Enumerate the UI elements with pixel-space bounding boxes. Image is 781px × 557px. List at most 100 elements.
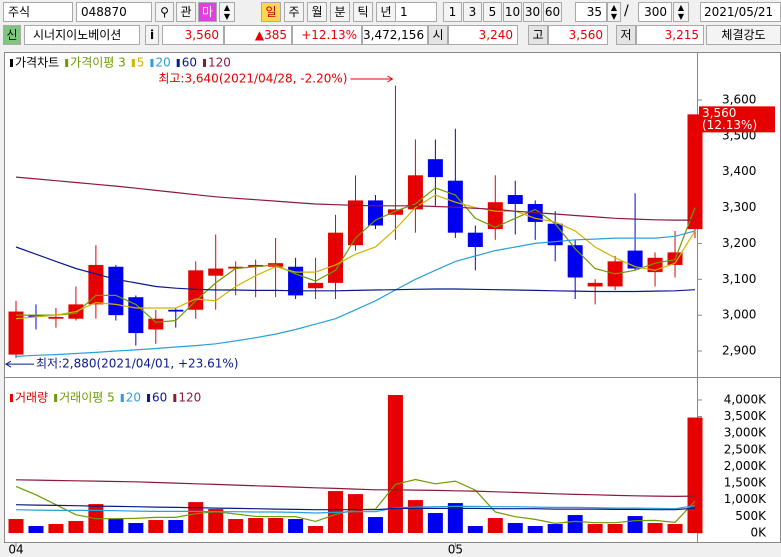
total-input[interactable]: 300	[638, 2, 672, 22]
volume-bar	[447, 503, 463, 533]
toolbar-button[interactable]: 5	[483, 2, 502, 22]
open-label: 시	[428, 25, 448, 45]
volume-bar	[348, 494, 363, 533]
volume-bar	[128, 523, 144, 533]
high: 3,560	[548, 25, 608, 45]
y-tick-label: 500K	[735, 509, 767, 523]
ma-line	[15, 230, 696, 357]
candle-body	[467, 232, 483, 248]
spinner[interactable]: ▲ ▼	[607, 2, 621, 22]
watch-button[interactable]: 관	[176, 2, 196, 22]
y-tick-label: 3,200	[722, 236, 756, 250]
y-tick-label: 3,000K	[724, 426, 767, 440]
legend-swatch	[10, 394, 13, 402]
y-tick-label: 3,000	[722, 308, 756, 322]
separator: /	[624, 3, 629, 19]
search-button[interactable]: ⚲	[155, 2, 174, 22]
candle-body	[48, 316, 64, 319]
toolbar-button[interactable]: 주	[284, 2, 304, 22]
volume-bar	[647, 523, 663, 533]
volume-bar	[8, 519, 24, 533]
date-input[interactable]: 2021/05/21	[700, 2, 781, 22]
ma-line	[15, 505, 696, 514]
volume-bar	[467, 526, 483, 533]
candle-body	[567, 245, 583, 278]
badge: 신	[3, 25, 21, 45]
candle-body	[128, 297, 144, 334]
legend-swatch	[65, 59, 69, 67]
ma-button[interactable]: 마	[198, 2, 217, 22]
candle-body	[367, 200, 383, 226]
candle-body	[28, 315, 44, 317]
legend-label: 60	[182, 56, 197, 70]
legend-swatch	[54, 394, 58, 402]
legend-swatch	[203, 59, 206, 67]
volume-bar	[527, 526, 543, 533]
toolbar-button[interactable]: 일	[261, 2, 281, 22]
ma-line	[16, 187, 696, 323]
spinner[interactable]: ▲ ▼	[673, 2, 689, 22]
x-tick-label: 04	[8, 543, 23, 557]
volume-bar	[48, 524, 64, 533]
legend-label: 거래량	[15, 391, 48, 405]
toolbar-button[interactable]: 년	[376, 2, 396, 22]
price: 3,560	[162, 25, 224, 45]
low-label: 저	[616, 25, 636, 45]
volume-bar	[168, 520, 184, 533]
stock-name: 시너지이노베이션	[24, 25, 140, 45]
code-input[interactable]: 048870	[76, 2, 152, 22]
toolbar-button[interactable]: 1	[443, 2, 462, 22]
legend-label: 20	[155, 56, 170, 70]
strength-button[interactable]: 체결강도	[706, 25, 781, 45]
info-button[interactable]: i	[145, 25, 159, 45]
y-tick-label: 3,400	[722, 164, 756, 178]
x-tick-label: 05	[448, 543, 463, 557]
toolbar-button[interactable]: 분	[330, 2, 350, 22]
volume-bar	[288, 519, 304, 533]
y-tick-label: 3,300	[722, 200, 756, 214]
ma-line	[15, 194, 696, 320]
candle-body	[687, 114, 703, 230]
candle-body	[387, 209, 403, 215]
legend-swatch	[10, 59, 13, 67]
toolbar-button[interactable]: 10	[503, 2, 522, 22]
legend-label: 가격차트	[15, 56, 59, 70]
toolbar-button[interactable]: 틱	[353, 2, 373, 22]
y-tick-label: 1,000K	[724, 492, 767, 506]
y-tick-label: 1,500K	[724, 476, 767, 490]
unit-select[interactable]: 1	[395, 2, 437, 22]
volume-bar	[308, 526, 324, 533]
count-input[interactable]: 35	[575, 2, 607, 22]
candle-body	[308, 282, 324, 289]
y-tick-label: 4,000K	[724, 392, 767, 406]
legend-label: 60	[152, 391, 167, 405]
volume-bar	[108, 519, 124, 533]
volume-bar	[407, 500, 423, 533]
legend-swatch	[150, 59, 154, 67]
legend-label: 20	[126, 391, 141, 405]
candle-body	[507, 195, 523, 204]
y-tick-label: 2,000K	[724, 459, 767, 473]
candle-body	[108, 266, 124, 316]
change: ▲385	[224, 25, 292, 45]
toolbar-button[interactable]: 3	[463, 2, 482, 22]
toolbar-button[interactable]: 60	[543, 2, 562, 22]
candle-body	[627, 250, 643, 269]
volume-bar	[687, 417, 703, 533]
ma-line	[15, 504, 696, 511]
open: 3,240	[448, 25, 518, 45]
market-select[interactable]: 주식	[3, 2, 73, 22]
toolbar-button[interactable]: 월	[307, 2, 327, 22]
legend-swatch	[173, 394, 177, 402]
volume-bar	[268, 518, 284, 533]
candle-body	[88, 264, 104, 305]
spinner[interactable]: ▲ ▼	[219, 2, 235, 22]
candle-body	[228, 266, 244, 269]
legend-label: 120	[208, 56, 231, 70]
volume-bar	[28, 526, 44, 533]
toolbar-button[interactable]: 30	[523, 2, 542, 22]
legend-label: 가격이평 3	[70, 56, 126, 70]
legend-label: 거래이평 5	[59, 391, 115, 405]
volume-bar	[587, 524, 603, 533]
